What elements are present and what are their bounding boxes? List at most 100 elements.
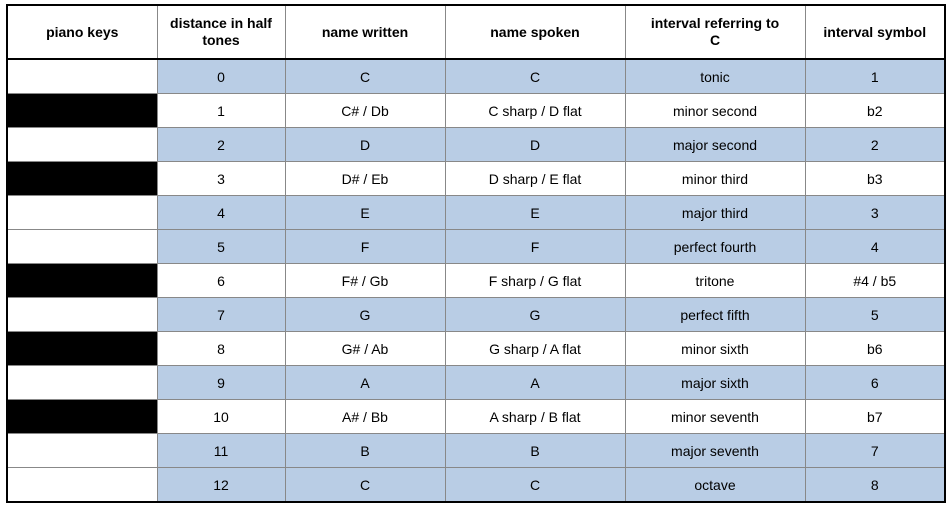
column-header-label: interval symbol <box>823 24 926 40</box>
cell-interval: major seventh <box>625 434 805 468</box>
cell-distance: 6 <box>157 264 285 298</box>
table-row: 7GGperfect fifth5 <box>7 298 945 332</box>
piano-key-white <box>7 196 157 230</box>
table-row: 2DDmajor second2 <box>7 128 945 162</box>
piano-key-black <box>7 400 157 434</box>
cell-name-written: C <box>285 59 445 94</box>
cell-interval: perfect fifth <box>625 298 805 332</box>
table-row: 4EEmajor third3 <box>7 196 945 230</box>
column-header-label: distance in half <box>170 15 272 31</box>
cell-name-spoken: F sharp / G flat <box>445 264 625 298</box>
cell-name-written: A <box>285 366 445 400</box>
cell-symbol: 5 <box>805 298 945 332</box>
column-header-label: tones <box>202 32 239 48</box>
table-row: 6F# / GbF sharp / G flattritone#4 / b5 <box>7 264 945 298</box>
piano-key-white <box>7 230 157 264</box>
cell-symbol: 4 <box>805 230 945 264</box>
cell-symbol: 6 <box>805 366 945 400</box>
piano-key-black <box>7 94 157 128</box>
cell-distance: 12 <box>157 468 285 503</box>
piano-key-white <box>7 59 157 94</box>
cell-symbol: b2 <box>805 94 945 128</box>
cell-name-spoken: G <box>445 298 625 332</box>
cell-interval: tritone <box>625 264 805 298</box>
cell-name-written: D# / Eb <box>285 162 445 196</box>
piano-key-black <box>7 264 157 298</box>
cell-name-spoken: B <box>445 434 625 468</box>
cell-name-written: F <box>285 230 445 264</box>
cell-symbol: 3 <box>805 196 945 230</box>
cell-symbol: 2 <box>805 128 945 162</box>
cell-distance: 11 <box>157 434 285 468</box>
table-row: 10A# / BbA sharp / B flatminor seventhb7 <box>7 400 945 434</box>
table-row: 9AAmajor sixth6 <box>7 366 945 400</box>
cell-name-written: G <box>285 298 445 332</box>
table-header-row: piano keys distance in halftones name writ… <box>7 5 945 59</box>
cell-distance: 10 <box>157 400 285 434</box>
piano-key-white <box>7 468 157 503</box>
column-header: piano keys <box>7 5 157 59</box>
table-row: 8G# / AbG sharp / A flatminor sixthb6 <box>7 332 945 366</box>
cell-name-spoken: F <box>445 230 625 264</box>
column-header-label: C <box>710 32 720 48</box>
cell-name-spoken: D <box>445 128 625 162</box>
column-header-label: piano keys <box>46 24 118 40</box>
cell-name-spoken: C sharp / D flat <box>445 94 625 128</box>
table-row: 0CCtonic1 <box>7 59 945 94</box>
cell-symbol: 1 <box>805 59 945 94</box>
piano-key-white <box>7 366 157 400</box>
cell-symbol: b3 <box>805 162 945 196</box>
column-header: interval symbol <box>805 5 945 59</box>
interval-table-container: piano keys distance in halftones name writ… <box>0 0 950 510</box>
table-row: 3D# / EbD sharp / E flatminor thirdb3 <box>7 162 945 196</box>
cell-name-spoken: D sharp / E flat <box>445 162 625 196</box>
cell-interval: minor seventh <box>625 400 805 434</box>
table-row: 5FFperfect fourth4 <box>7 230 945 264</box>
cell-name-written: F# / Gb <box>285 264 445 298</box>
cell-distance: 0 <box>157 59 285 94</box>
cell-name-spoken: C <box>445 468 625 503</box>
piano-key-white <box>7 298 157 332</box>
cell-distance: 5 <box>157 230 285 264</box>
cell-interval: major sixth <box>625 366 805 400</box>
cell-symbol: 7 <box>805 434 945 468</box>
cell-distance: 4 <box>157 196 285 230</box>
cell-name-spoken: E <box>445 196 625 230</box>
cell-symbol: 8 <box>805 468 945 503</box>
cell-distance: 1 <box>157 94 285 128</box>
cell-distance: 3 <box>157 162 285 196</box>
cell-symbol: #4 / b5 <box>805 264 945 298</box>
interval-table: piano keys distance in halftones name writ… <box>6 4 946 503</box>
column-header: name spoken <box>445 5 625 59</box>
cell-name-written: G# / Ab <box>285 332 445 366</box>
cell-interval: major second <box>625 128 805 162</box>
table-header: piano keys distance in halftones name writ… <box>7 5 945 59</box>
cell-interval: tonic <box>625 59 805 94</box>
column-header: distance in halftones <box>157 5 285 59</box>
cell-name-written: A# / Bb <box>285 400 445 434</box>
column-header-label: name written <box>322 24 408 40</box>
cell-symbol: b6 <box>805 332 945 366</box>
cell-name-written: B <box>285 434 445 468</box>
piano-key-black <box>7 162 157 196</box>
column-header: name written <box>285 5 445 59</box>
column-header: interval referring toC <box>625 5 805 59</box>
cell-name-spoken: A <box>445 366 625 400</box>
table-row: 11BBmajor seventh7 <box>7 434 945 468</box>
cell-interval: octave <box>625 468 805 503</box>
cell-distance: 2 <box>157 128 285 162</box>
cell-interval: major third <box>625 196 805 230</box>
cell-name-spoken: C <box>445 59 625 94</box>
piano-key-white <box>7 434 157 468</box>
cell-name-written: C <box>285 468 445 503</box>
piano-key-white <box>7 128 157 162</box>
column-header-label: interval referring to <box>651 15 779 31</box>
table-row: 1C# / DbC sharp / D flatminor secondb2 <box>7 94 945 128</box>
cell-interval: perfect fourth <box>625 230 805 264</box>
cell-interval: minor sixth <box>625 332 805 366</box>
cell-interval: minor third <box>625 162 805 196</box>
cell-name-written: C# / Db <box>285 94 445 128</box>
table-body: 0CCtonic11C# / DbC sharp / D flatminor s… <box>7 59 945 502</box>
column-header-label: name spoken <box>490 24 579 40</box>
cell-name-written: E <box>285 196 445 230</box>
